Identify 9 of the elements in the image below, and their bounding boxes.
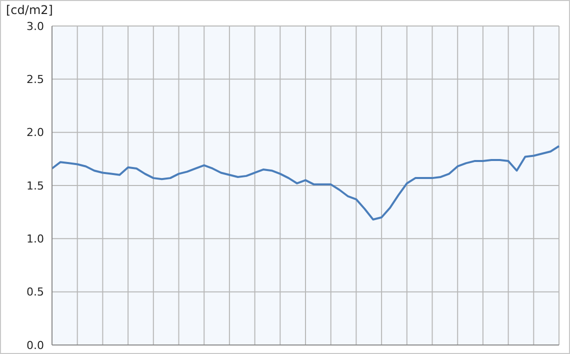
- y-tick-label: 3.0: [26, 20, 44, 33]
- y-tick-label: 1.5: [26, 179, 44, 192]
- y-tick-label: 2.0: [26, 126, 44, 140]
- y-tick-label: 0.5: [26, 286, 44, 299]
- y-axis-title: [cd/m2]: [6, 3, 53, 17]
- line-series: [51, 145, 560, 221]
- y-tick-label: 0.0: [26, 338, 44, 352]
- y-tick-label: 2.5: [26, 73, 44, 86]
- y-tick-label: 1.0: [26, 232, 44, 246]
